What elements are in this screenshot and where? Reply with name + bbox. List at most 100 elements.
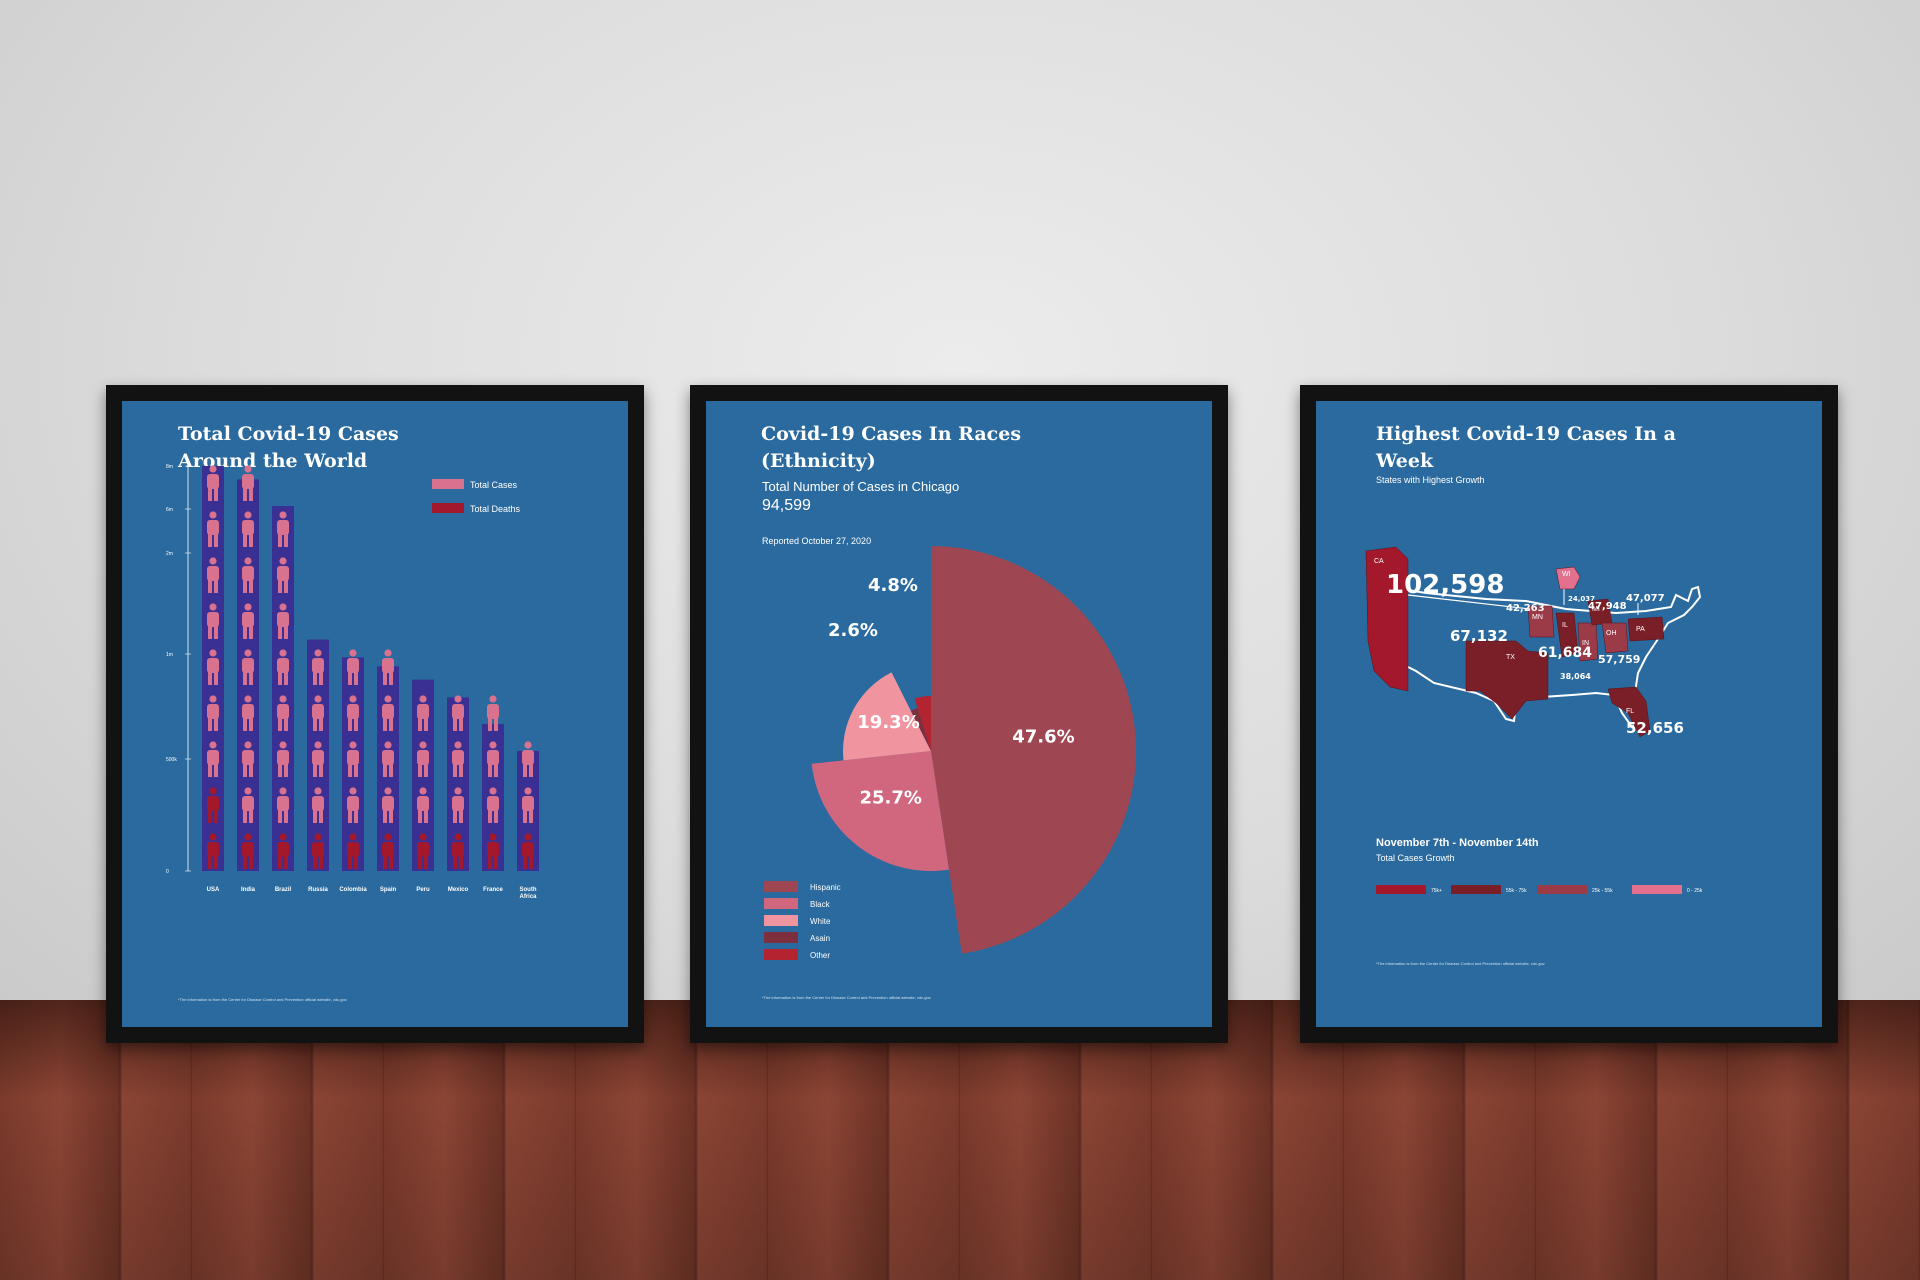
- person-icon: [419, 833, 427, 841]
- wooden-floor: [0, 1000, 1920, 1280]
- person-icon: [208, 672, 212, 685]
- person-icon: [278, 672, 282, 685]
- person-icon: [313, 718, 317, 731]
- frame-states: Highest Covid-19 Cases In a Week States …: [1300, 385, 1838, 1043]
- reported-date: Reported October 27, 2020: [762, 536, 872, 546]
- legend-swatch: [1537, 885, 1587, 894]
- person-icon: [419, 695, 427, 703]
- person-icon: [209, 465, 217, 473]
- legend-label: Black: [810, 900, 831, 909]
- person-icon: [489, 695, 497, 703]
- state-value-label: 52,656: [1626, 719, 1684, 737]
- person-icon: [349, 787, 357, 795]
- person-icon: [207, 796, 219, 811]
- legend-label: Hispanic: [810, 883, 841, 892]
- state-shape: [1365, 546, 1409, 692]
- person-icon: [249, 534, 253, 547]
- person-icon: [284, 534, 288, 547]
- person-icon: [389, 672, 393, 685]
- person-icon: [348, 764, 352, 777]
- person-icon: [454, 833, 462, 841]
- person-icon: [244, 603, 252, 611]
- person-icon: [389, 764, 393, 777]
- person-icon: [314, 695, 322, 703]
- person-icon: [529, 764, 533, 777]
- person-icon: [453, 856, 457, 869]
- person-icon: [384, 833, 392, 841]
- person-icon: [459, 718, 463, 731]
- person-icon: [207, 474, 219, 489]
- person-icon: [242, 612, 254, 627]
- person-icon: [417, 704, 429, 719]
- state-shape: [1577, 622, 1599, 662]
- person-icon: [208, 580, 212, 593]
- person-icon: [249, 810, 253, 823]
- person-icon: [454, 695, 462, 703]
- person-icon: [249, 718, 253, 731]
- person-icon: [383, 810, 387, 823]
- person-icon: [207, 612, 219, 627]
- legend-swatch: [764, 915, 798, 926]
- legend-label: White: [810, 917, 831, 926]
- pie-slice: [811, 751, 950, 871]
- person-icon: [489, 787, 497, 795]
- person-icon: [312, 658, 324, 673]
- person-icon: [277, 566, 289, 581]
- person-icon: [523, 856, 527, 869]
- state-shape: [1527, 605, 1555, 638]
- person-icon: [209, 603, 217, 611]
- pie-value-label: 2.6%: [828, 620, 878, 641]
- person-icon: [314, 741, 322, 749]
- person-icon: [244, 649, 252, 657]
- state-value-label: 57,759: [1598, 653, 1640, 666]
- person-icon: [312, 796, 324, 811]
- person-icon: [243, 534, 247, 547]
- person-icon: [244, 787, 252, 795]
- state-value-label: 102,598: [1386, 570, 1504, 600]
- pie-slice: [910, 708, 931, 751]
- legend-label: 25k - 55k: [1592, 888, 1613, 894]
- person-icon: [279, 603, 287, 611]
- legend-swatch: [764, 881, 798, 892]
- x-tick-label: Peru: [416, 887, 430, 893]
- legend-swatch: [764, 932, 798, 943]
- x-tick-label: Spain: [380, 887, 397, 893]
- person-icon: [454, 787, 462, 795]
- person-icon: [354, 856, 358, 869]
- state-value-label: 47,077: [1626, 593, 1665, 604]
- person-icon: [208, 626, 212, 639]
- person-icon: [277, 658, 289, 673]
- person-icon: [354, 764, 358, 777]
- person-icon: [487, 796, 499, 811]
- person-icon: [207, 520, 219, 535]
- person-icon: [244, 511, 252, 519]
- person-icon: [207, 842, 219, 857]
- person-icon: [459, 810, 463, 823]
- legend-swatch: [1376, 885, 1426, 894]
- legend-label: 55k - 75k: [1506, 888, 1527, 894]
- person-icon: [277, 520, 289, 535]
- person-icon: [284, 810, 288, 823]
- total-cases: 94,599: [762, 497, 811, 514]
- person-icon: [389, 810, 393, 823]
- person-icon: [278, 810, 282, 823]
- person-icon: [454, 741, 462, 749]
- person-icon: [242, 520, 254, 535]
- person-icon: [242, 474, 254, 489]
- person-icon: [249, 672, 253, 685]
- person-icon: [348, 856, 352, 869]
- person-icon: [319, 764, 323, 777]
- person-icon: [208, 488, 212, 501]
- poster-title: Covid-19 Cases In Races (Ethnicity): [761, 423, 1022, 472]
- state-abbr-label: OH: [1606, 630, 1617, 637]
- person-icon: [453, 764, 457, 777]
- person-icon: [382, 842, 394, 857]
- state-value-label: 38,064: [1560, 672, 1591, 681]
- subtitle: States with Highest Growth: [1376, 475, 1485, 485]
- state-abbr-label: MN: [1532, 614, 1543, 621]
- state-shape: [1555, 612, 1579, 658]
- bar-chart: 8m 6m 2m 1m 500k 0 USA India Brazil Russia Colombi…: [166, 464, 539, 900]
- person-icon: [488, 810, 492, 823]
- person-icon: [419, 741, 427, 749]
- person-icon: [347, 750, 359, 765]
